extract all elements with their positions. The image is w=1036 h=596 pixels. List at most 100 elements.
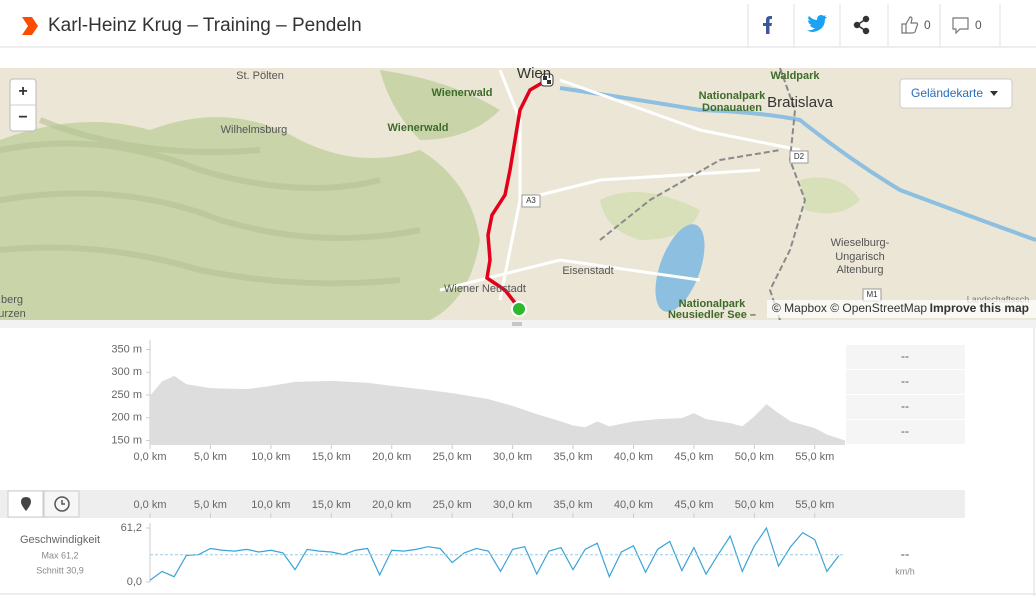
map-label: urzen [0,308,26,320]
danube [559,86,1036,242]
x-tick-label: 15,0 km [312,451,351,463]
map-label: Landschaftssch [967,294,1030,304]
x-tick-label: 5,0 km [194,499,227,511]
map[interactable]: St. Pölten Wilhelmsburg Wienerwald Wiene… [0,65,1036,321]
x-tick-label: 30,0 km [493,451,532,463]
like-button[interactable] [901,16,919,34]
speed-toolbar [0,490,965,518]
x-tick-label: 50,0 km [735,499,774,511]
x-tick-label: 15,0 km [312,499,351,511]
y-tick-label: 61,2 [121,522,142,534]
x-tick-label: 55,0 km [795,451,834,463]
stat-box [846,395,965,419]
x-tick-label: 45,0 km [674,451,713,463]
y-tick-label: 300 m [111,366,142,378]
x-tick-label: 10,0 km [251,499,290,511]
start-marker [511,301,527,317]
stat-box [846,370,965,394]
map-label: Bratislava [767,94,834,111]
x-tick-label: 10,0 km [251,451,290,463]
lake [655,224,705,312]
stat-box [846,420,965,444]
facebook-button[interactable] [763,16,772,34]
border [599,67,807,321]
stat-value: -- [901,424,909,438]
max-label: Max 61,2 [41,550,78,560]
map-label: Ungarisch [835,251,885,263]
x-tick-label: 55,0 km [795,499,834,511]
x-tick-label: 30,0 km [493,499,532,511]
map-label: Altenburg [836,264,883,276]
map-label: Waldpark [770,70,820,82]
map-label: berg [1,294,23,306]
map-label: Wienerwald [387,122,448,134]
map-label: Wilhelmsburg [221,124,288,136]
map-label: Nationalpark [679,298,747,310]
road-label: M1 [866,290,878,299]
map-label: Wienerwald [431,87,492,99]
finish-flag-pattern [543,76,551,84]
y-tick-label: 250 m [111,389,142,401]
x-tick-label: 20,0 km [372,499,411,511]
y-tick-label: 150 m [111,434,142,446]
resize-handle [512,322,522,326]
elevation-area [150,375,845,445]
x-tick-label: 45,0 km [674,499,713,511]
map-label: Wiener Neustadt [444,283,526,295]
attribution-bg [767,300,1036,318]
improve-link[interactable]: Improve this map [930,301,1029,315]
share-button[interactable] [853,15,870,35]
stat-box [846,345,965,369]
map-label: Wien [517,65,551,82]
x-tick-label: 5,0 km [194,451,227,463]
header [0,0,1036,47]
stat-value: -- [901,399,909,413]
zoom-out[interactable]: − [18,109,27,126]
y-tick-label: 350 m [111,343,142,355]
time-icon [54,496,70,512]
header-separators [747,4,1001,47]
stat-value: -- [901,374,909,388]
layer-button[interactable] [899,78,1013,109]
map-label: Eisenstadt [562,265,613,277]
road-label: A3 [526,196,536,205]
x-tick-label: 0,0 km [133,451,166,463]
twitter-button[interactable] [807,15,827,32]
forest-area [380,70,500,140]
x-tick-label: 40,0 km [614,451,653,463]
dropdown-caret [990,91,998,96]
road-shield [789,150,809,164]
y-tick-label: 0,0 [127,576,142,588]
x-tick-label: 20,0 km [372,451,411,463]
x-tick-label: 35,0 km [553,451,592,463]
speed-unit: km/h [895,566,915,576]
average-label: Schnitt 30,9 [36,565,84,575]
x-tick-label: 50,0 km [735,451,774,463]
time-icon-hands [61,500,65,505]
x-tick-label: 0,0 km [133,499,166,511]
distance-icon [21,497,31,511]
speed-label: Geschwindigkeit [20,534,100,546]
forest-area [600,177,860,240]
map-resize-bar[interactable] [0,320,1036,328]
logo[interactable] [22,17,38,35]
hillshade [0,117,421,287]
activity-title: Karl-Heinz Krug – Training – Pendeln [48,15,362,36]
speed-line [149,526,840,581]
route [485,78,548,310]
attribution[interactable]: © Mapbox © OpenStreetMap [772,301,927,315]
layer-button-label: Geländekarte [911,86,983,100]
x-tick-label: 35,0 km [553,499,592,511]
x-tick-label: 25,0 km [433,499,472,511]
comment-button[interactable] [952,17,969,35]
road-shield [521,194,541,208]
speed-side-value: -- [901,546,910,561]
stat-value: -- [901,349,909,363]
map-label: Neusiedler See – [668,309,756,321]
map-label: St. Pölten [236,70,284,82]
zoom-in[interactable]: + [18,83,27,100]
map-label: Donauauen [702,102,762,114]
road-label: D2 [794,152,805,161]
y-tick-label: 200 m [111,412,142,424]
